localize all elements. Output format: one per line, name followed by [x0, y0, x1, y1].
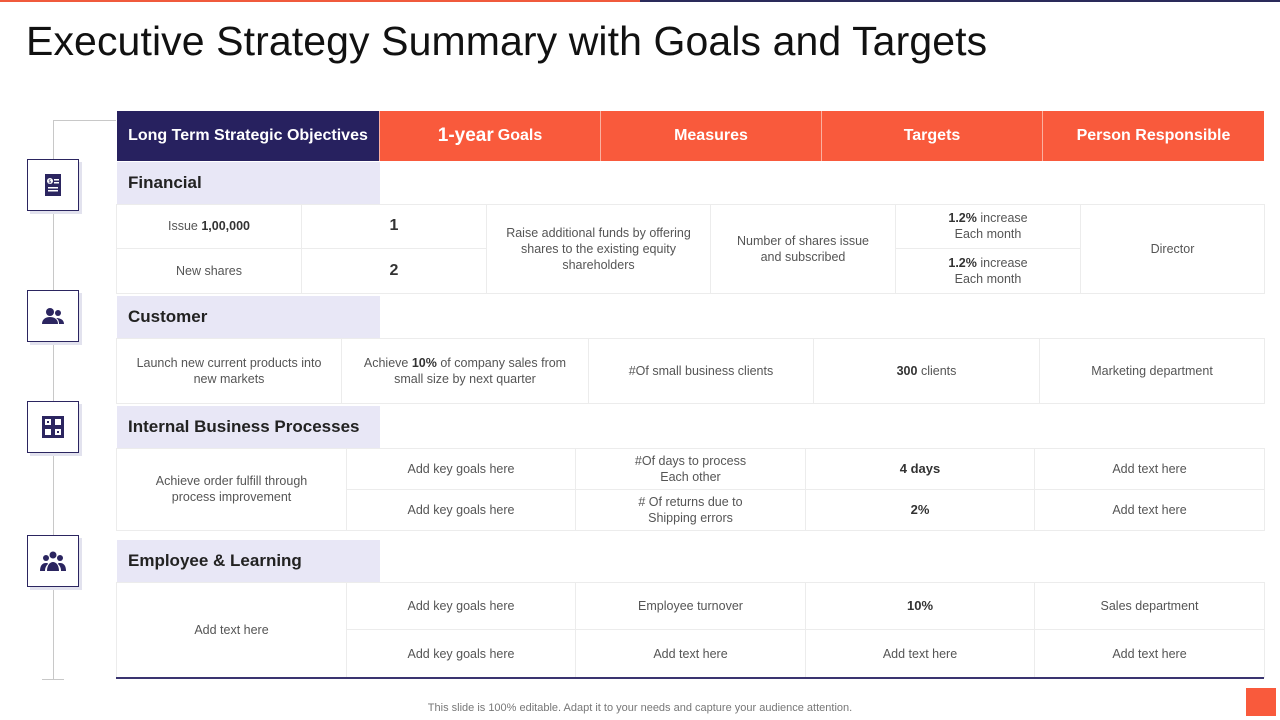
header-goals-year: 1-year	[437, 125, 494, 146]
financial-target-desc: Number of shares issue and subscribed	[711, 204, 896, 294]
cust-goal-rest: of company sales from small size by next…	[394, 355, 567, 386]
internal-person-1: Add text here	[1035, 448, 1265, 490]
employee-measure-2: Add text here	[576, 630, 806, 678]
financial-goal-1: 1	[302, 204, 487, 249]
financial-goal-2: 2	[302, 249, 487, 294]
section-customer: Customer	[117, 296, 380, 338]
employee-person-2: Add text here	[1035, 630, 1265, 678]
footer-note: This slide is 100% editable. Adapt it to…	[427, 702, 853, 714]
customer-target: 300 clients	[814, 338, 1040, 404]
customer-objective: Launch new current products into new mar…	[117, 338, 342, 404]
financial-measure: Raise additional funds by offering share…	[487, 204, 711, 294]
process-building-icon	[27, 401, 79, 453]
corner-accent	[1246, 688, 1276, 716]
employee-goal-1: Add key goals here	[347, 582, 576, 630]
customer-person: Marketing department	[1040, 338, 1265, 404]
internal-target-1: 4 days	[806, 448, 1035, 490]
internal-measure-2: # Of returns due to Shipping errors	[576, 490, 806, 531]
internal-goal-2: Add key goals here	[347, 490, 576, 531]
fin-obj1-bold: 1,00,000	[201, 219, 251, 233]
customer-users-icon	[27, 290, 79, 342]
finance-document-icon: $	[27, 159, 79, 211]
customer-measure: #Of small business clients	[589, 338, 814, 404]
employee-goal-2: Add key goals here	[347, 630, 576, 678]
employee-target-2: Add text here	[806, 630, 1035, 678]
fin-obj1-text: Issue	[167, 219, 198, 233]
header-measures: Measures	[600, 111, 821, 161]
fin-t1-bold: 1.2%	[948, 211, 977, 225]
financial-objective-1: Issue 1,00,000	[117, 204, 302, 249]
cust-goal-pre: Achieve	[363, 355, 412, 370]
cust-goal-bold: 10%	[411, 355, 437, 370]
cust-target-bold: 300	[896, 363, 918, 378]
table-bottom-rule	[116, 677, 1264, 679]
header-goals: 1-year Goals	[379, 111, 600, 161]
timeline-line	[53, 120, 54, 680]
header-targets: Targets	[821, 111, 1042, 161]
internal-goal-1: Add key goals here	[347, 448, 576, 490]
employee-person-1: Sales department	[1035, 582, 1265, 630]
financial-objective-2: New shares	[117, 249, 302, 294]
internal-target-2: 2%	[806, 490, 1035, 531]
employee-target-1: 10%	[806, 582, 1035, 630]
section-employee: Employee & Learning	[117, 540, 380, 582]
header-objectives: Long Term Strategic Objectives	[117, 111, 379, 161]
header-person: Person Responsible	[1042, 111, 1264, 161]
financial-person: Director	[1081, 204, 1265, 294]
section-internal: Internal Business Processes	[117, 406, 380, 448]
internal-person-2: Add text here	[1035, 490, 1265, 531]
financial-target-2: 1.2% increase Each month	[896, 249, 1081, 294]
employee-group-icon	[27, 535, 79, 587]
top-accent-bar	[0, 0, 640, 2]
fin-t1-text: increase Each month	[954, 211, 1028, 241]
internal-objective: Achieve order fulfill through process im…	[117, 448, 347, 531]
header-goals-label: Goals	[497, 127, 543, 144]
internal-measure-1: #Of days to process Each other	[576, 448, 806, 490]
fin-t2-text: increase Each month	[954, 256, 1028, 286]
cust-target-rest: clients	[917, 363, 957, 378]
page-title: Executive Strategy Summary with Goals an…	[26, 18, 988, 64]
fin-t2-bold: 1.2%	[948, 256, 977, 270]
financial-target-1: 1.2% increase Each month	[896, 204, 1081, 249]
timeline-connector	[53, 120, 116, 121]
timeline-end	[42, 679, 64, 680]
section-financial: Financial	[117, 162, 380, 204]
top-dark-bar	[640, 0, 1280, 2]
customer-goal: Achieve 10% of company sales from small …	[342, 338, 589, 404]
svg-text:$: $	[48, 179, 51, 185]
employee-measure-1: Employee turnover	[576, 582, 806, 630]
employee-objective: Add text here	[117, 582, 347, 678]
